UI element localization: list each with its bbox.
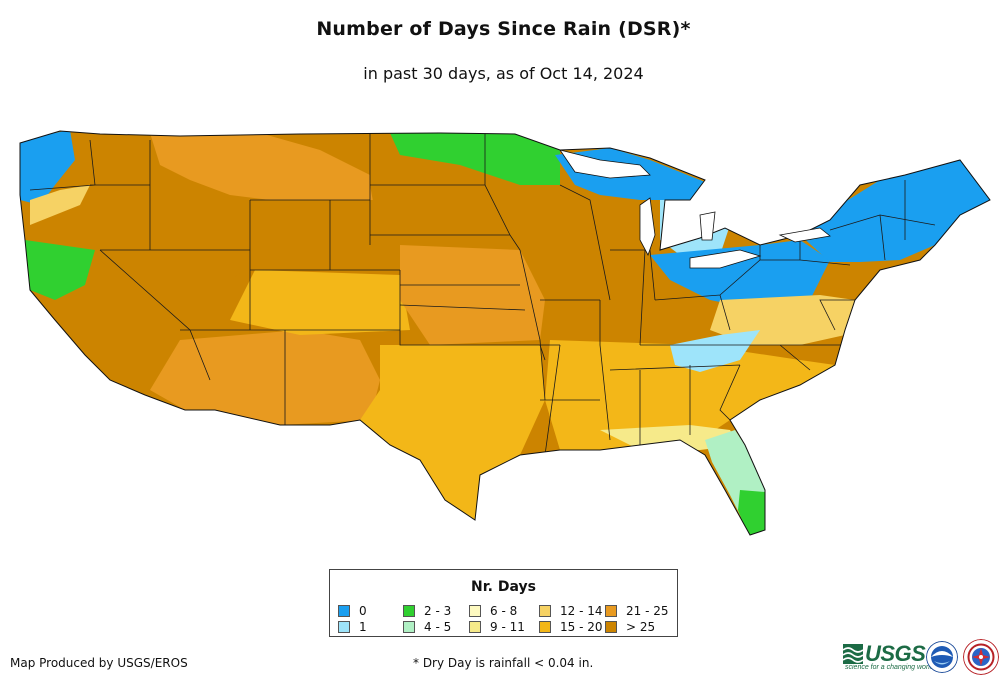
credit-text: Map Produced by USGS/EROS xyxy=(10,656,188,670)
region-southwest xyxy=(150,330,380,425)
legend-label: 12 - 14 xyxy=(560,604,603,618)
legend-item-9: > 25 xyxy=(605,620,655,634)
legend-label: 9 - 11 xyxy=(490,620,525,634)
dsr-regions xyxy=(20,131,990,535)
legend-label: 1 xyxy=(359,620,367,634)
legend-item-5: 9 - 11 xyxy=(469,620,525,634)
footnote-text: * Dry Day is rainfall < 0.04 in. xyxy=(413,656,594,670)
region-great-basin xyxy=(60,185,260,320)
legend-item-6: 12 - 14 xyxy=(539,604,603,618)
legend-item-0: 0 xyxy=(338,604,367,618)
region-gulf-coast xyxy=(600,425,740,450)
noaa-logo xyxy=(926,641,958,673)
region-northern-rockies xyxy=(150,133,380,200)
region-pacific-northwest xyxy=(30,185,90,225)
map-title: Number of Days Since Rain (DSR)* xyxy=(316,18,691,40)
region-west-coast-wet xyxy=(20,131,75,205)
legend-item-1: 1 xyxy=(338,620,367,634)
great-lakes-water xyxy=(559,149,831,269)
legend-swatch xyxy=(539,605,551,617)
legend-label: 2 - 3 xyxy=(424,604,452,618)
state-lines-west xyxy=(29,133,430,425)
usgs-wave-icon xyxy=(843,644,863,664)
nws-logo xyxy=(963,639,999,675)
legend-swatch xyxy=(469,621,481,633)
legend-label: 4 - 5 xyxy=(424,620,452,634)
state-lines-central xyxy=(370,133,611,456)
region-texas xyxy=(360,345,545,520)
legend-swatch xyxy=(338,605,350,617)
legend-title: Nr. Days xyxy=(471,579,536,595)
legend-swatch xyxy=(605,605,617,617)
usgs-tagline: science for a changing world xyxy=(845,664,934,671)
legend-swatch xyxy=(539,621,551,633)
legend-item-2: 2 - 3 xyxy=(403,604,451,618)
legend-swatch xyxy=(469,605,481,617)
region-appalachians xyxy=(670,330,760,372)
legend-swatch xyxy=(605,621,617,633)
legend-label: 0 xyxy=(359,604,367,618)
map-subtitle: in past 30 days, as of Oct 14, 2024 xyxy=(363,64,644,83)
legend-label: > 25 xyxy=(626,620,656,634)
legend-item-4: 6 - 8 xyxy=(469,604,517,618)
usgs-logo: USGS xyxy=(843,641,926,667)
legend-item-3: 4 - 5 xyxy=(403,620,451,634)
legend-item-7: 15 - 20 xyxy=(539,620,603,634)
legend-label: 21 - 25 xyxy=(626,604,669,618)
region-colorado-plateau xyxy=(230,270,410,335)
legend-label: 15 - 20 xyxy=(560,620,603,634)
usgs-wordmark: USGS xyxy=(865,641,926,666)
state-boundaries xyxy=(29,133,936,456)
region-central-plains xyxy=(400,245,545,345)
region-south-florida xyxy=(738,490,768,535)
legend-swatch xyxy=(403,605,415,617)
legend-swatch xyxy=(403,621,415,633)
legend-swatch xyxy=(338,621,350,633)
region-california-coast xyxy=(25,240,95,300)
legend-item-8: 21 - 25 xyxy=(605,604,669,618)
region-northeast xyxy=(800,160,990,262)
legend-label: 6 - 8 xyxy=(490,604,518,618)
legend: Nr. Days 0 1 2 - 3 4 - 5 6 - 8 9 - 11 12… xyxy=(329,569,678,637)
region-upper-midwest xyxy=(390,131,560,185)
